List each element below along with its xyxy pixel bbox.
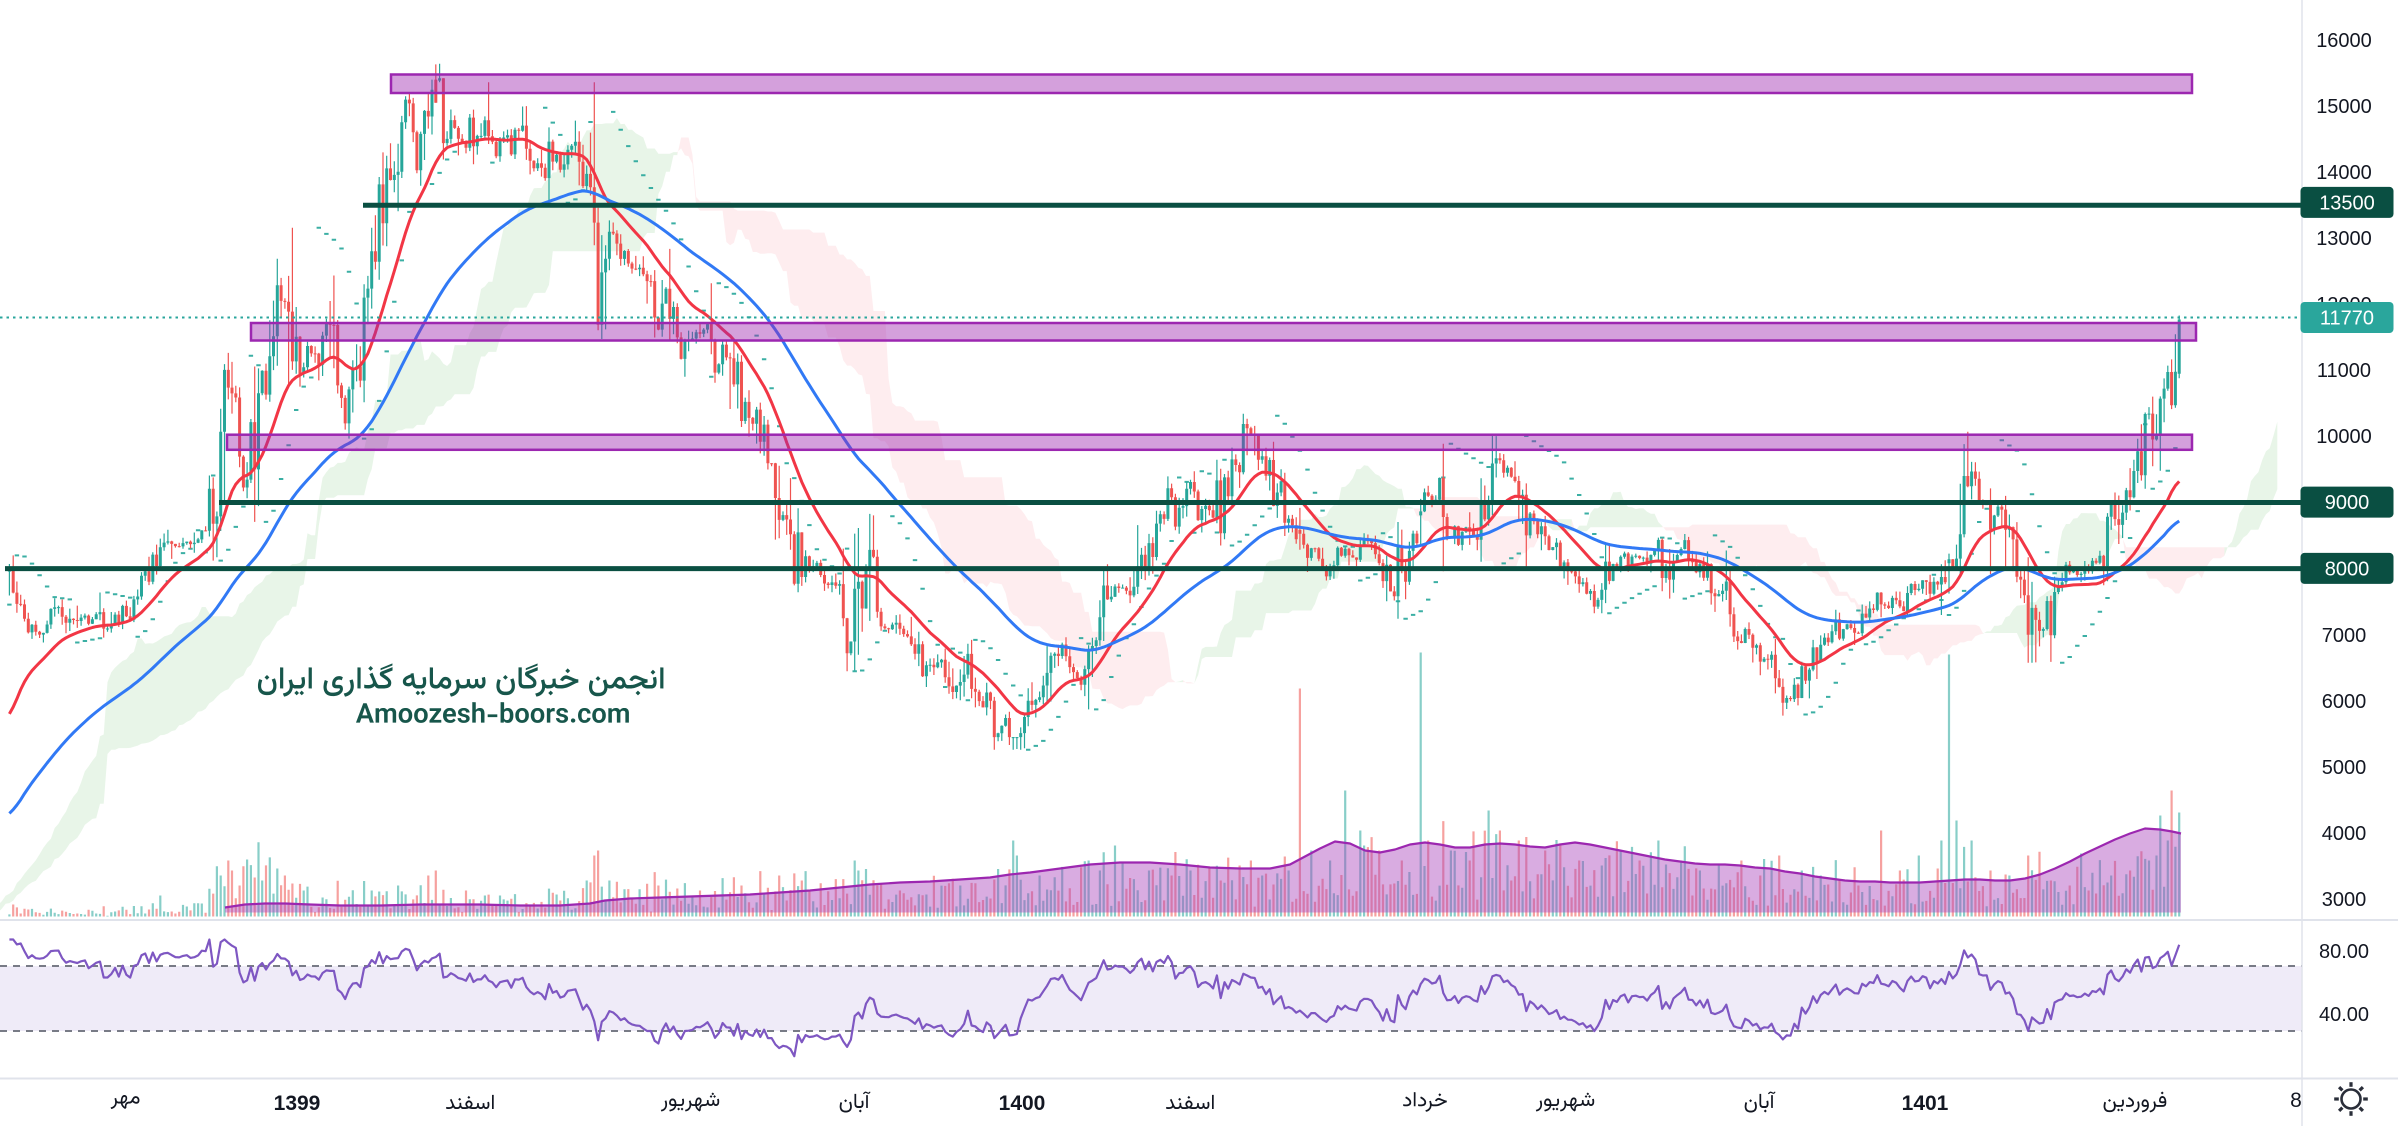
svg-text:1400: 1400 [999,1092,1046,1115]
svg-text:15000: 15000 [2316,96,2372,118]
svg-text:5000: 5000 [2322,757,2367,779]
svg-text:11770: 11770 [2320,308,2374,330]
svg-text:13000: 13000 [2316,228,2372,250]
svg-text:3000: 3000 [2322,889,2367,911]
svg-text:7000: 7000 [2322,625,2367,647]
svg-text:6000: 6000 [2322,691,2367,713]
svg-text:16000: 16000 [2316,30,2372,52]
svg-text:9000: 9000 [2325,492,2370,514]
svg-text:40.00: 40.00 [2319,1004,2369,1026]
svg-text:80.00: 80.00 [2319,941,2369,963]
svg-text:14000: 14000 [2316,162,2372,184]
svg-text:4000: 4000 [2322,823,2367,845]
svg-text:11000: 11000 [2317,360,2371,382]
svg-text:1399: 1399 [274,1092,321,1115]
svg-text:8000: 8000 [2325,558,2370,580]
svg-text:8: 8 [2290,1089,2302,1112]
svg-text:10000: 10000 [2316,426,2372,448]
svg-text:13500: 13500 [2319,192,2375,214]
svg-text:1401: 1401 [1902,1092,1949,1115]
